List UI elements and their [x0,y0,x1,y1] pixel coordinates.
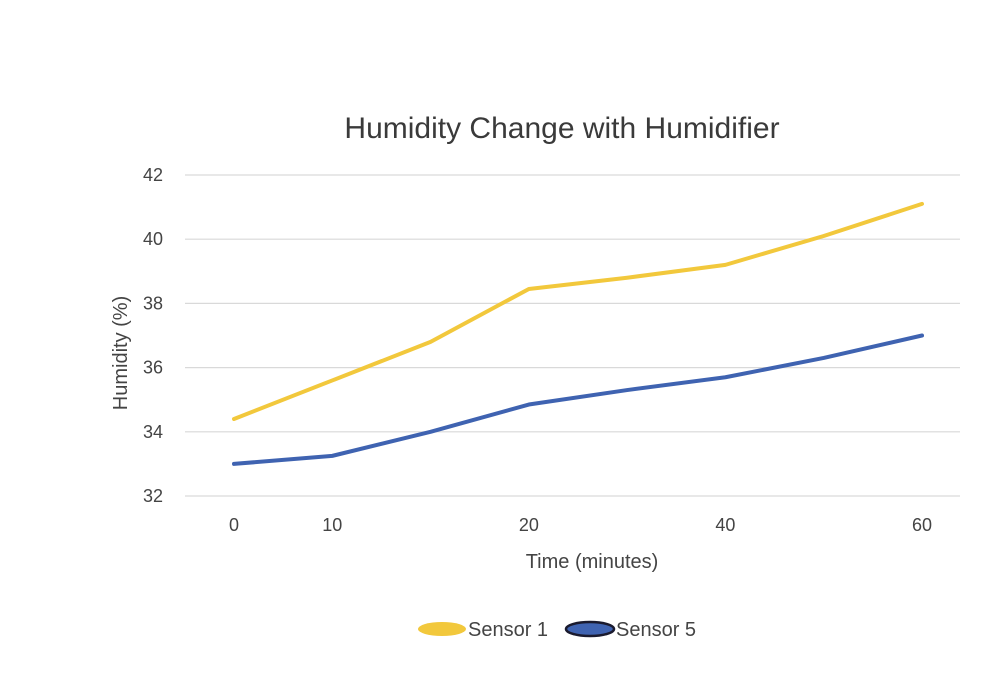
legend-swatch [418,622,466,636]
x-axis-ticks: 0 10 20 40 60 [229,515,932,535]
y-tick-label: 34 [143,422,163,442]
x-tick-label: 60 [912,515,932,535]
x-tick-label: 0 [229,515,239,535]
y-tick-label: 42 [143,165,163,185]
legend-item: Sensor 1 [418,619,548,641]
legend-label: Sensor 1 [468,619,548,641]
x-axis-title: Time (minutes) [526,551,659,573]
series-lines [232,201,924,466]
y-tick-label: 38 [143,293,163,313]
y-tick-label: 40 [143,229,163,249]
x-tick-label: 10 [322,515,342,535]
y-axis-ticks: 32 34 36 38 40 42 [143,165,163,506]
legend-item: Sensor 5 [564,619,696,641]
x-tick-label: 20 [519,515,539,535]
legend-label: Sensor 5 [616,619,696,641]
y-tick-label: 36 [143,358,163,378]
chart-title: Humidity Change with Humidifier [344,112,779,145]
y-tick-label: 32 [143,486,163,506]
legend: Sensor 1 Sensor 5 [418,619,696,641]
series-line-1 [232,201,924,421]
legend-swatch [564,620,616,638]
x-tick-label: 40 [715,515,735,535]
gridlines [185,174,960,497]
y-axis-title: Humidity (%) [110,296,132,410]
series-line-2 [232,333,924,466]
